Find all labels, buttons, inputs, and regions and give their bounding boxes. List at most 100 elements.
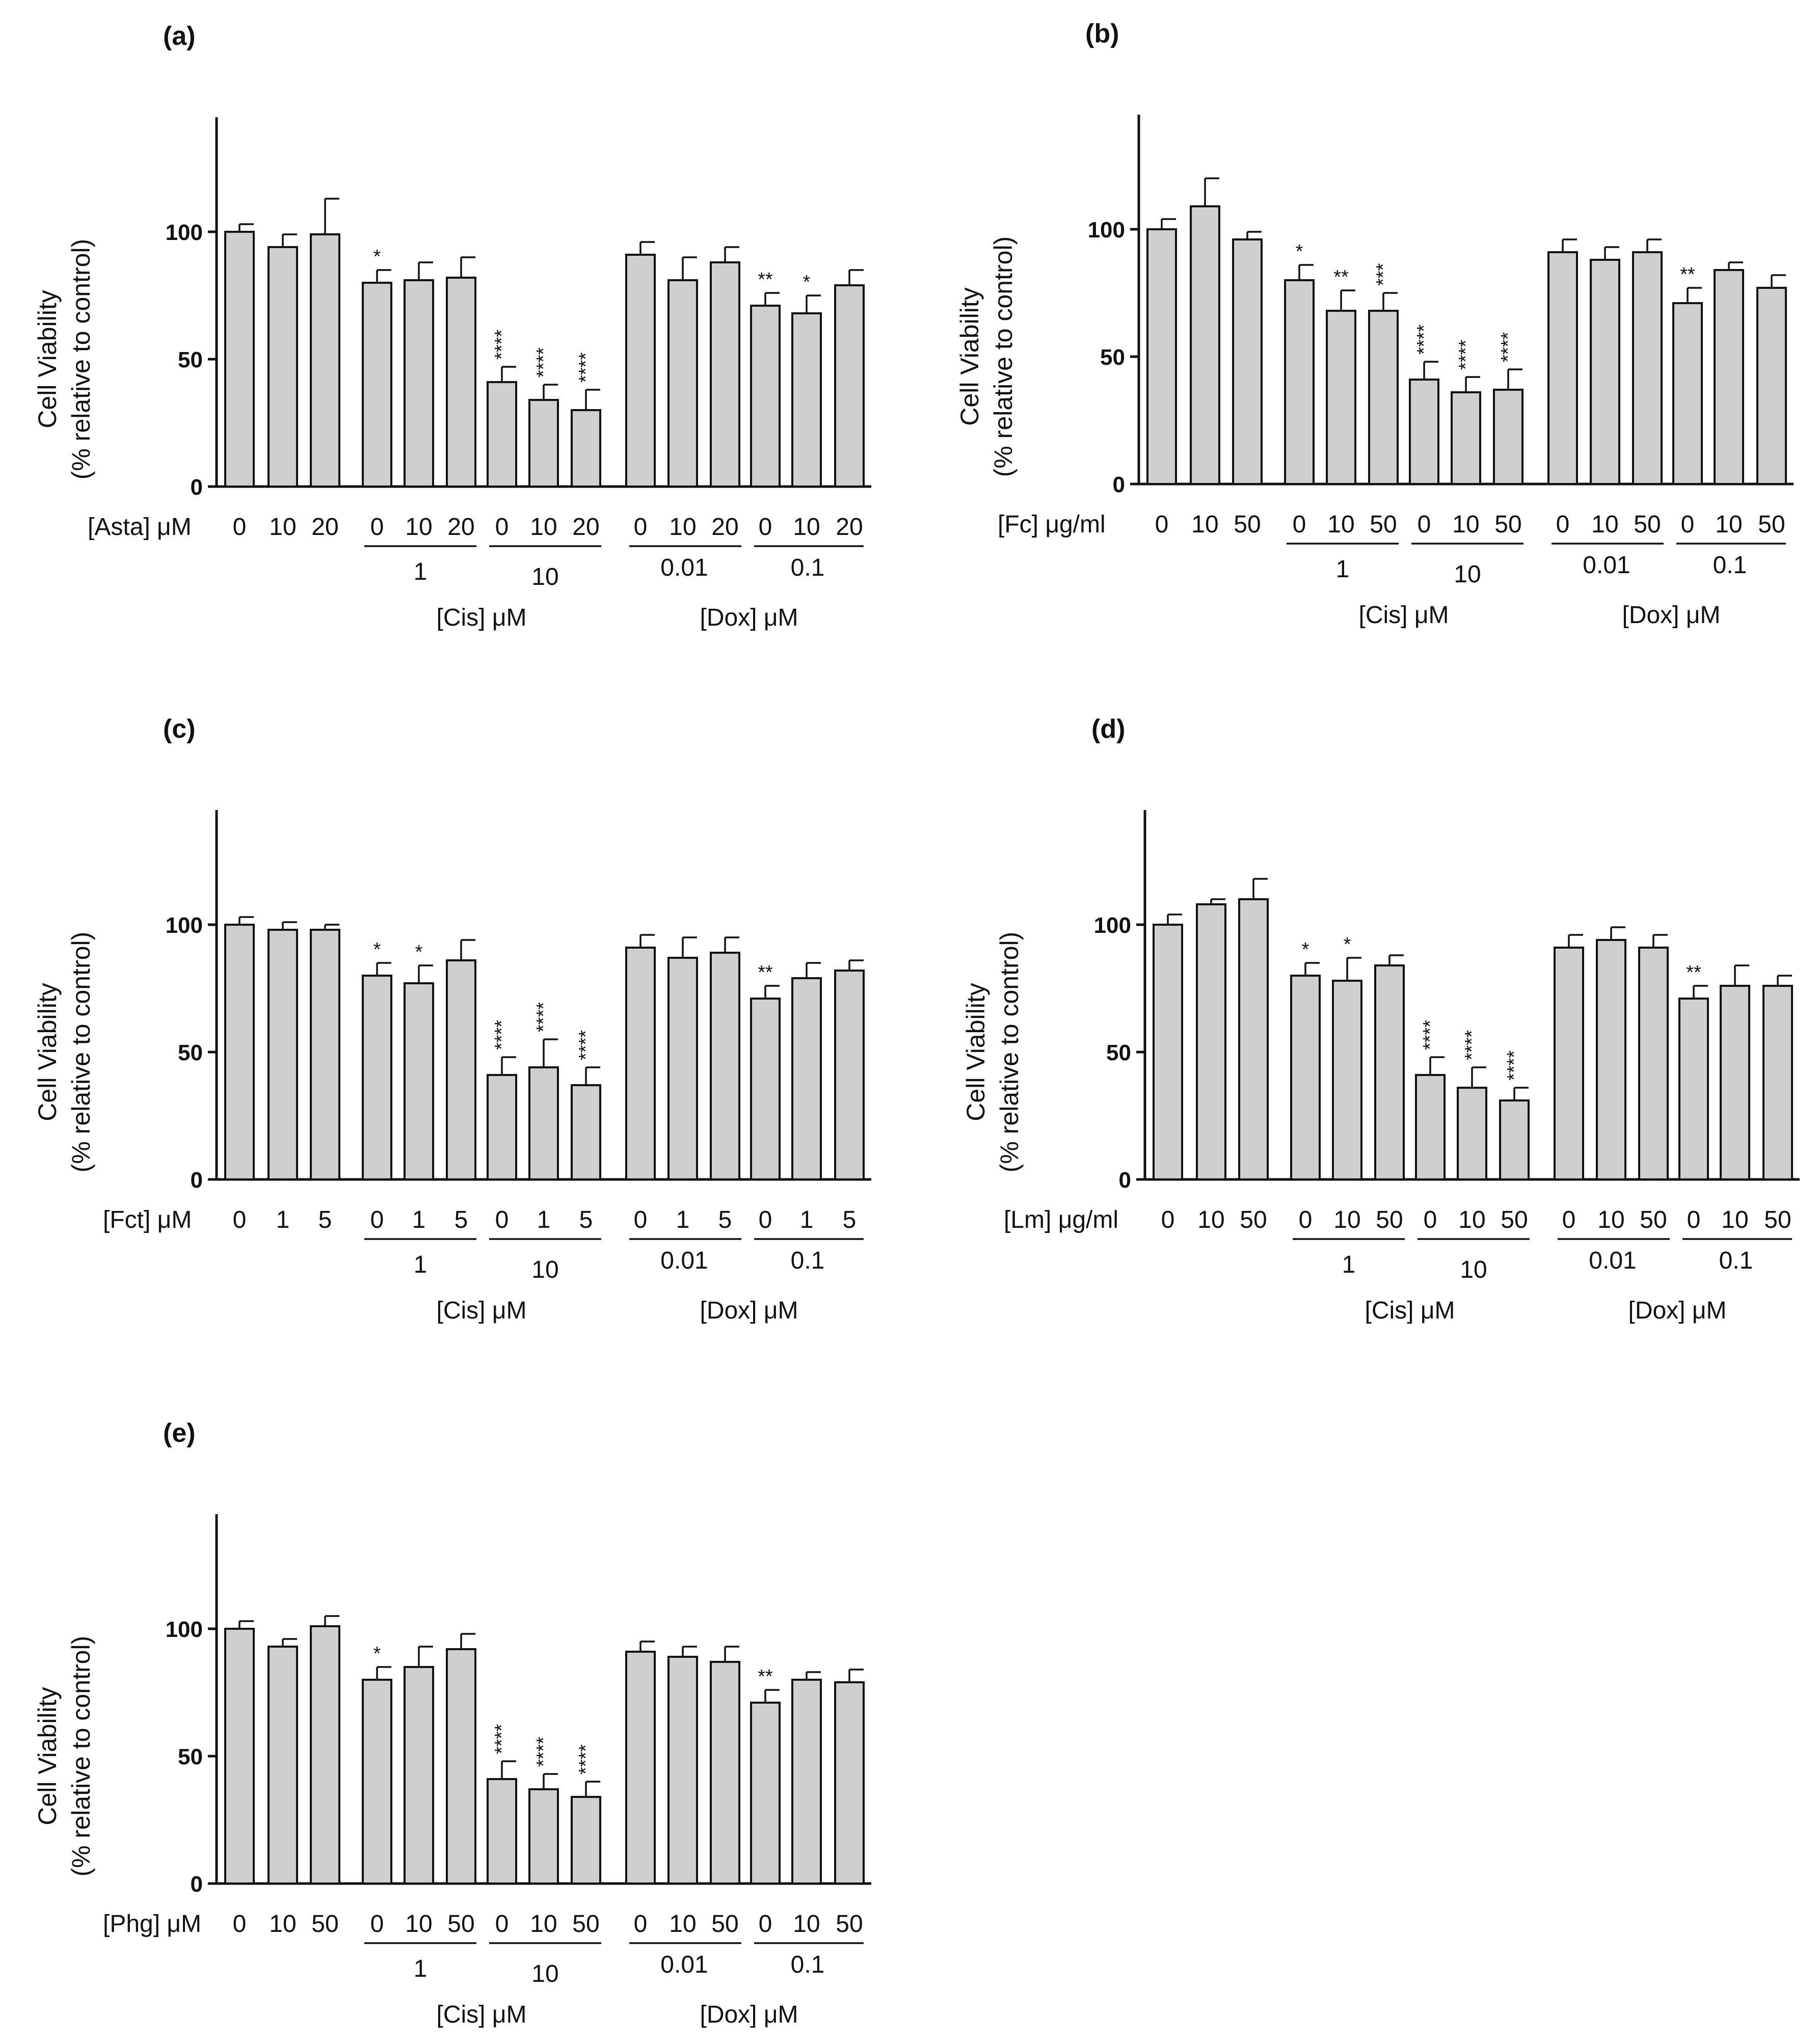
significance-marker: **** bbox=[533, 1737, 554, 1767]
group-title-cis: [Cis] μM bbox=[437, 1297, 527, 1324]
x-tick-label: 0 bbox=[1681, 511, 1695, 538]
group-concentration-label: 1 bbox=[414, 1955, 427, 1982]
group-title-dox: [Dox] μM bbox=[1628, 1297, 1726, 1324]
group-title-cis: [Cis] μM bbox=[1359, 602, 1449, 629]
x-tick-label: 0 bbox=[495, 1206, 509, 1233]
x-tick-label: 0 bbox=[233, 1206, 247, 1233]
bar bbox=[710, 261, 740, 488]
x-tick-label: 10 bbox=[793, 1911, 820, 1938]
group-concentration-label: 0.1 bbox=[791, 554, 825, 581]
significance-marker: * bbox=[1296, 241, 1303, 262]
y-axis-title-line-1: Cell Viability bbox=[33, 1687, 62, 1825]
panel-label: (d) bbox=[1091, 714, 1125, 744]
significance-marker: * bbox=[803, 272, 811, 293]
bar bbox=[224, 231, 255, 488]
x-tick-label: 0 bbox=[759, 1206, 772, 1233]
x-tick-label: 10 bbox=[405, 514, 432, 541]
bar bbox=[791, 977, 822, 1180]
bar bbox=[446, 1648, 476, 1885]
bar bbox=[1672, 302, 1703, 485]
x-tick-label: 0 bbox=[233, 514, 247, 541]
x-tick-label: 0 bbox=[1556, 511, 1570, 538]
x-tick-label: 5 bbox=[718, 1206, 732, 1233]
x-tick-label: 0 bbox=[1299, 1206, 1313, 1233]
group-concentration-label: 0.01 bbox=[660, 554, 708, 581]
bar bbox=[487, 381, 517, 488]
x-tick-label: 50 bbox=[836, 1911, 863, 1938]
bar bbox=[310, 233, 340, 488]
group-concentration-label: 0.1 bbox=[791, 1247, 825, 1274]
x-tick-label: 0 bbox=[233, 1911, 247, 1938]
x-tick-label: 0 bbox=[759, 514, 772, 541]
panel-label: (c) bbox=[163, 714, 196, 744]
bar bbox=[571, 1084, 601, 1180]
bar bbox=[1332, 980, 1362, 1180]
y-axis-title-line-1: Cell Viability bbox=[961, 983, 990, 1121]
y-tick-label: 50 bbox=[178, 1040, 203, 1065]
x-tick-label: 50 bbox=[1501, 1206, 1528, 1233]
x-tick-label: 50 bbox=[572, 1911, 599, 1938]
y-axis-title-line-2: (% relative to control) bbox=[67, 932, 95, 1172]
y-axis-title-line-1: Cell Viability bbox=[955, 287, 984, 425]
x-tick-label: 0 bbox=[1687, 1206, 1701, 1233]
bar bbox=[404, 1666, 434, 1885]
x-tick-label: 20 bbox=[572, 514, 599, 541]
bar bbox=[1632, 251, 1663, 485]
bar bbox=[1232, 238, 1263, 485]
bar bbox=[1678, 998, 1709, 1180]
x-tick-label: 0 bbox=[370, 1206, 384, 1233]
group-concentration-label: 0.01 bbox=[1583, 552, 1630, 579]
x-tick-label: 10 bbox=[1591, 511, 1618, 538]
bar bbox=[528, 399, 559, 488]
group-title-dox: [Dox] μM bbox=[700, 604, 798, 631]
x-tick-label: 50 bbox=[1634, 511, 1661, 538]
y-tick-label: 0 bbox=[191, 1872, 203, 1897]
x-tick-label: 50 bbox=[311, 1911, 338, 1938]
significance-marker: **** bbox=[1413, 325, 1435, 355]
chart-panel-3: (d) Cell Viability (% relative to control)… bbox=[961, 714, 1800, 1324]
significance-marker: **** bbox=[1420, 1020, 1441, 1050]
y-axis-title: Cell Viability (% relative to control) bbox=[955, 236, 1018, 477]
y-axis-title-line-2: (% relative to control) bbox=[989, 236, 1018, 477]
significance-marker: **** bbox=[575, 353, 597, 383]
significance-marker: * bbox=[373, 939, 381, 960]
x-tick-label: 10 bbox=[669, 1911, 696, 1938]
y-axis-title-line-1: Cell Viability bbox=[33, 983, 62, 1121]
significance-marker: **** bbox=[533, 1002, 554, 1032]
group-concentration-label: 0.01 bbox=[660, 1951, 708, 1978]
group-concentration-label: 0.01 bbox=[1589, 1247, 1636, 1274]
y-axis-title: Cell Viability (% relative to control) bbox=[33, 1636, 95, 1876]
group-concentration-label: 1 bbox=[1342, 1251, 1356, 1278]
significance-marker: **** bbox=[1504, 1051, 1525, 1081]
x-tick-label: 10 bbox=[1452, 511, 1479, 538]
x-tick-label: 50 bbox=[1764, 1206, 1791, 1233]
bar bbox=[1415, 1074, 1446, 1180]
bar bbox=[404, 982, 434, 1180]
x-tick-label: 50 bbox=[1370, 511, 1397, 538]
bar bbox=[528, 1066, 559, 1180]
bar bbox=[268, 929, 298, 1180]
y-tick-label: 50 bbox=[178, 347, 203, 372]
bar bbox=[310, 929, 340, 1180]
bar bbox=[1638, 947, 1669, 1180]
x-tick-label: 0 bbox=[370, 1911, 384, 1938]
x-tick-label: 10 bbox=[1197, 1206, 1224, 1233]
significance-marker: * bbox=[373, 246, 381, 267]
group-title-cis: [Cis] μM bbox=[1365, 1297, 1455, 1324]
bar bbox=[1714, 269, 1744, 485]
bar bbox=[528, 1788, 559, 1885]
agent-axis-label: [Fct] μM bbox=[103, 1206, 192, 1233]
significance-marker: * bbox=[373, 1643, 381, 1664]
y-tick-label: 50 bbox=[1106, 1040, 1131, 1065]
bar bbox=[1762, 985, 1793, 1180]
significance-marker: **** bbox=[491, 1724, 513, 1754]
bar bbox=[1409, 379, 1439, 485]
y-tick-label: 0 bbox=[191, 475, 203, 500]
panel-label: (e) bbox=[163, 1418, 196, 1448]
x-tick-label: 0 bbox=[1293, 511, 1306, 538]
bar bbox=[625, 254, 656, 488]
y-tick-label: 0 bbox=[1113, 472, 1125, 497]
x-tick-label: 10 bbox=[1597, 1206, 1624, 1233]
x-tick-label: 0 bbox=[1155, 511, 1169, 538]
